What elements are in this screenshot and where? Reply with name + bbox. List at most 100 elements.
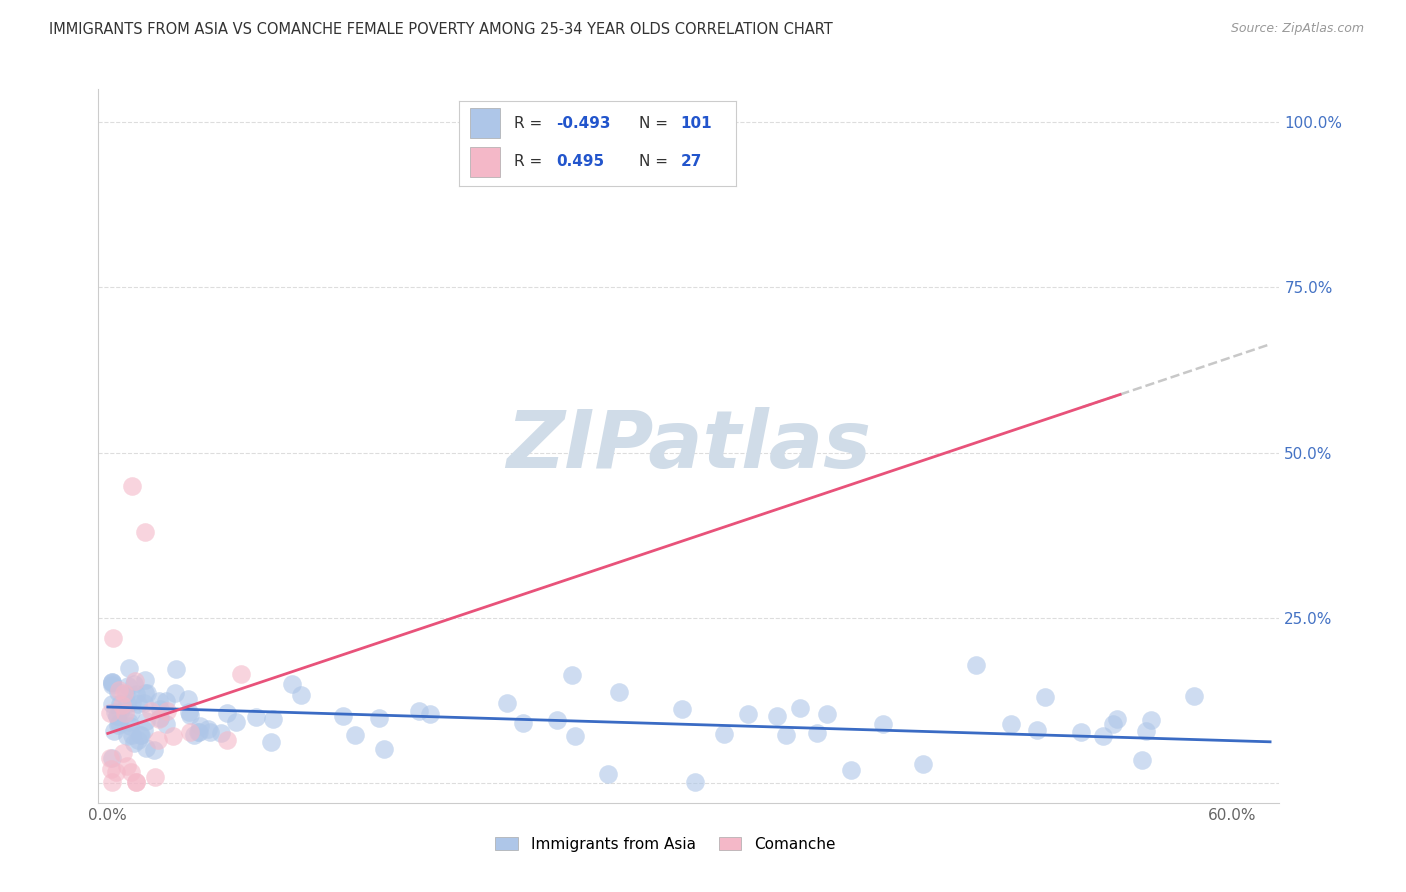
Point xyxy=(965,657,987,672)
Point xyxy=(766,709,789,723)
Point xyxy=(110,706,132,720)
Point xyxy=(107,685,129,699)
Point xyxy=(806,725,828,739)
Point xyxy=(332,708,354,723)
Point xyxy=(260,735,283,749)
Point xyxy=(134,686,156,700)
Point xyxy=(872,717,894,731)
Point xyxy=(131,728,153,742)
Legend: Immigrants from Asia, Comanche: Immigrants from Asia, Comanche xyxy=(488,829,842,859)
Point xyxy=(1182,689,1205,703)
Point xyxy=(1101,716,1123,731)
Point xyxy=(120,705,142,719)
Point xyxy=(197,723,219,737)
Point xyxy=(118,661,141,675)
Point xyxy=(149,702,172,716)
Point xyxy=(281,677,304,691)
Point xyxy=(122,735,145,749)
Point xyxy=(262,713,284,727)
Point xyxy=(179,708,201,723)
Point xyxy=(148,712,170,726)
Point xyxy=(110,698,132,712)
Point xyxy=(132,696,155,710)
Point xyxy=(188,719,211,733)
Point xyxy=(135,714,157,728)
Point xyxy=(103,631,125,645)
Point xyxy=(120,764,142,779)
Point xyxy=(546,713,568,727)
Point xyxy=(713,726,735,740)
Text: IMMIGRANTS FROM ASIA VS COMANCHE FEMALE POVERTY AMONG 25-34 YEAR OLDS CORRELATIO: IMMIGRANTS FROM ASIA VS COMANCHE FEMALE … xyxy=(49,22,832,37)
Point xyxy=(1130,753,1153,767)
Point xyxy=(215,706,238,720)
Point xyxy=(127,697,149,711)
Point xyxy=(179,725,201,739)
Point xyxy=(143,771,166,785)
Point xyxy=(100,762,122,776)
Point xyxy=(607,685,630,699)
Point xyxy=(188,725,211,739)
Point xyxy=(120,719,142,733)
Point xyxy=(671,702,693,716)
Point xyxy=(1092,729,1115,743)
Point xyxy=(121,478,143,492)
Point xyxy=(111,746,134,760)
Point xyxy=(344,728,367,742)
Point xyxy=(134,524,156,539)
Point xyxy=(125,775,148,789)
Point xyxy=(177,705,200,719)
Point xyxy=(124,673,146,688)
Point xyxy=(911,757,934,772)
Point xyxy=(122,677,145,691)
Point xyxy=(1070,724,1092,739)
Point xyxy=(125,775,148,789)
Point xyxy=(512,715,534,730)
Text: Source: ZipAtlas.com: Source: ZipAtlas.com xyxy=(1230,22,1364,36)
Point xyxy=(121,695,143,709)
Point xyxy=(112,686,135,700)
Point xyxy=(156,704,179,718)
Point xyxy=(229,666,252,681)
Point xyxy=(98,706,121,720)
Point xyxy=(121,728,143,742)
Point xyxy=(775,728,797,742)
Point xyxy=(367,711,389,725)
Point xyxy=(177,692,200,706)
Point xyxy=(1105,712,1128,726)
Point xyxy=(108,697,131,711)
Point xyxy=(132,723,155,737)
Point xyxy=(1025,723,1047,737)
Point xyxy=(183,728,205,742)
Point xyxy=(100,751,122,765)
Point xyxy=(162,729,184,743)
Point xyxy=(1140,713,1163,727)
Point xyxy=(135,741,157,756)
Point xyxy=(101,678,124,692)
Point xyxy=(148,711,170,725)
Point xyxy=(136,686,159,700)
Point xyxy=(598,767,620,781)
Point xyxy=(125,687,148,701)
Point xyxy=(419,706,441,721)
Point xyxy=(1033,690,1056,705)
Point xyxy=(134,673,156,687)
Point xyxy=(107,717,129,731)
Point xyxy=(100,698,122,712)
Point xyxy=(1135,723,1157,738)
Point xyxy=(408,704,430,718)
Text: ZIPatlas: ZIPatlas xyxy=(506,407,872,485)
Point xyxy=(117,679,139,693)
Point xyxy=(815,706,838,721)
Point xyxy=(290,688,312,702)
Point xyxy=(209,726,232,740)
Point xyxy=(685,774,707,789)
Point xyxy=(737,706,759,721)
Point xyxy=(561,668,583,682)
Point xyxy=(245,709,267,723)
Point xyxy=(118,715,141,730)
Point xyxy=(117,729,139,743)
Point xyxy=(100,675,122,690)
Point xyxy=(105,709,128,723)
Point xyxy=(103,723,125,738)
Point xyxy=(225,714,247,729)
